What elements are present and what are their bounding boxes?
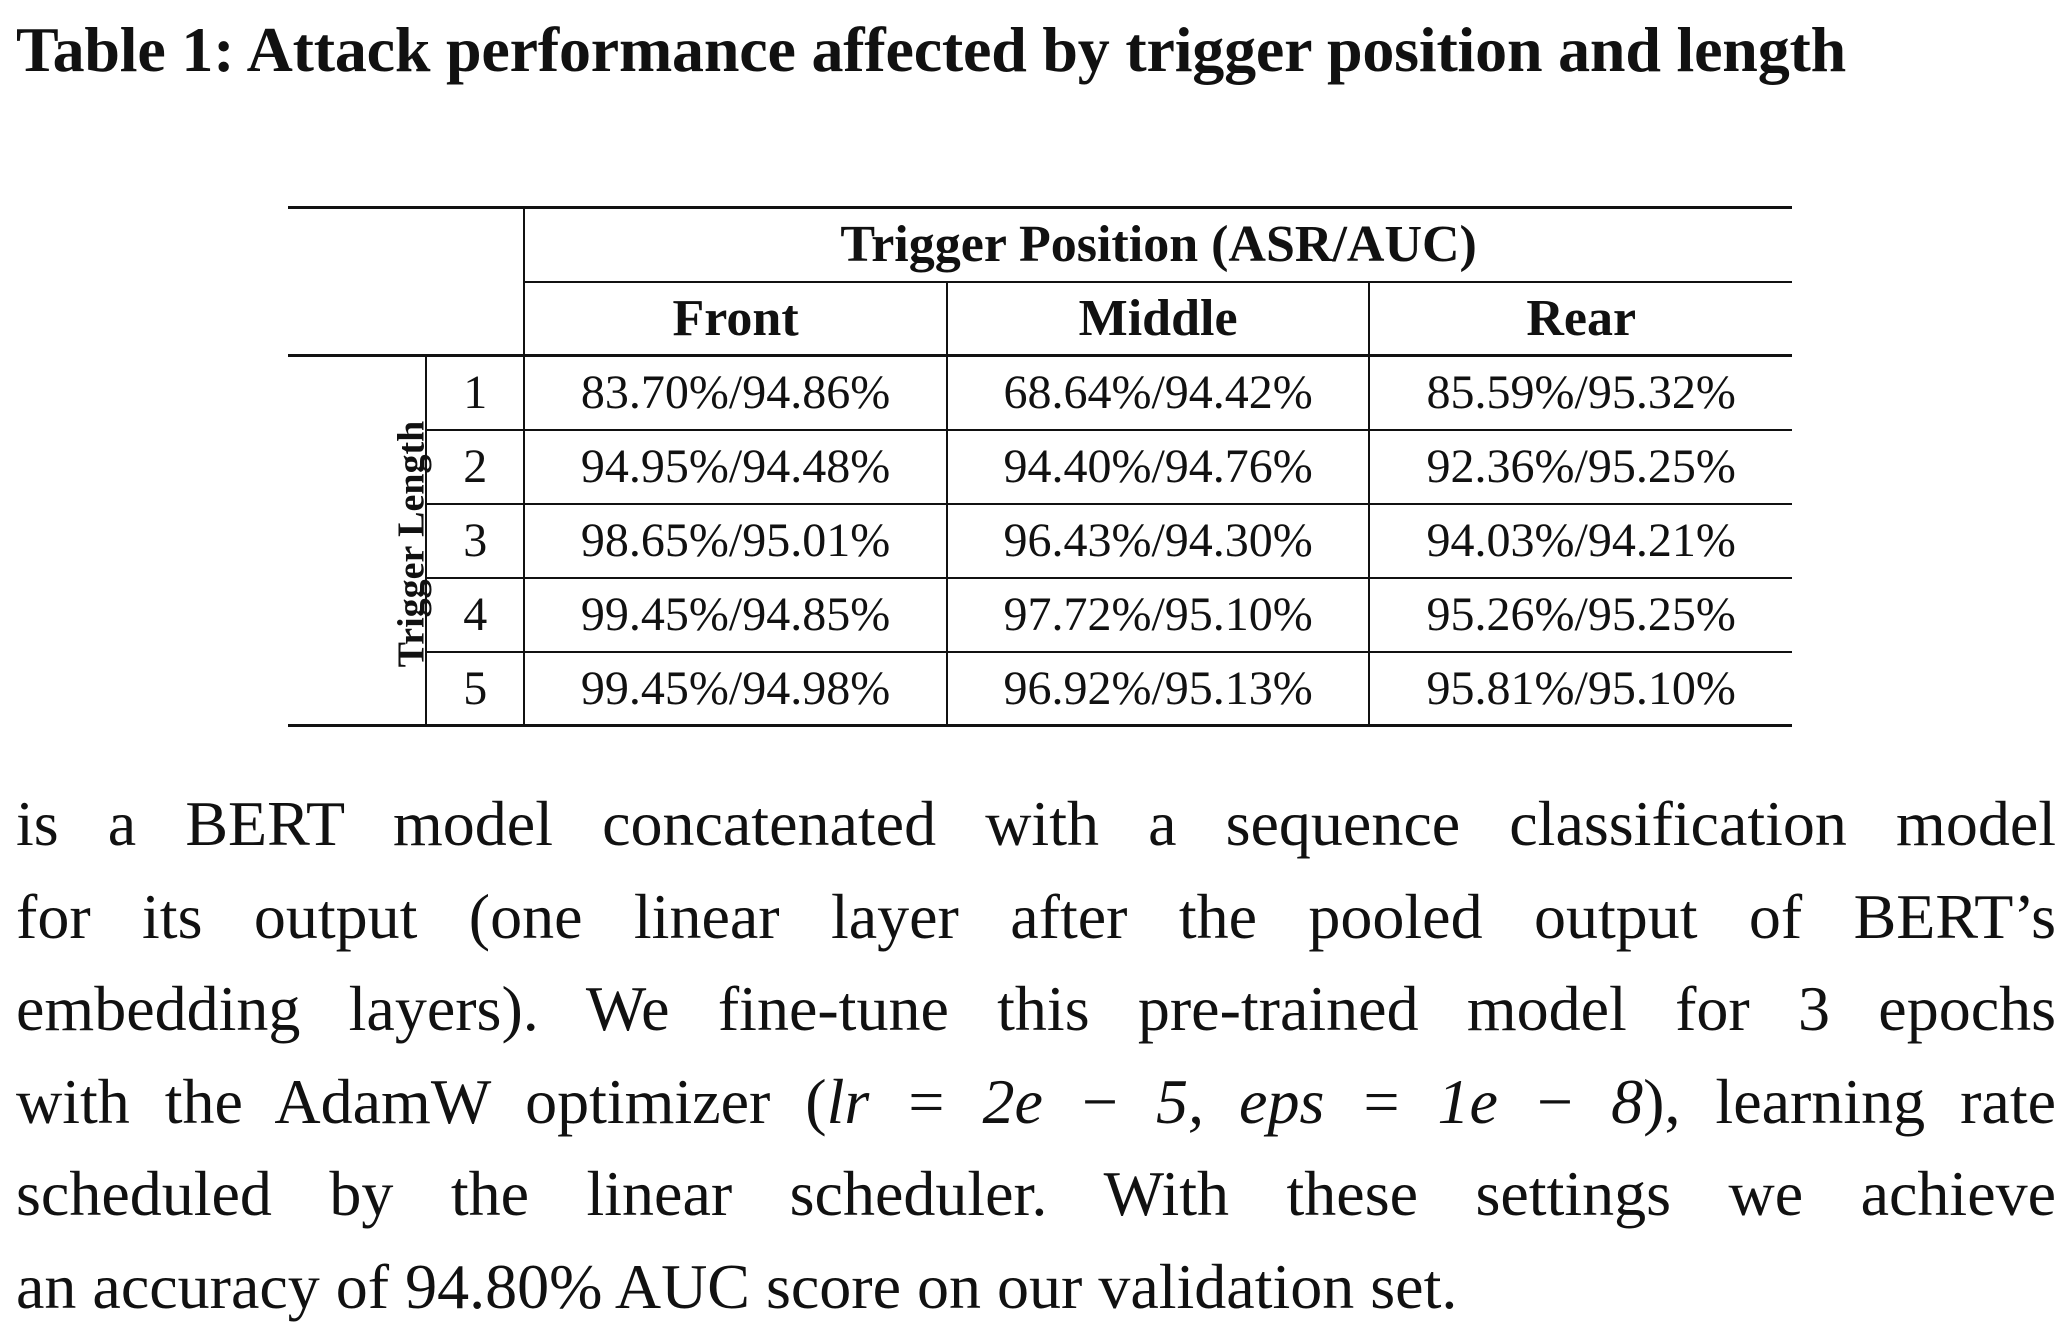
table-header-row-group: Trigger Position (ASR/AUC) bbox=[288, 206, 1792, 283]
header-corner-cell bbox=[288, 206, 525, 282]
body-line: embedding layers). We fine-tune this pre… bbox=[16, 973, 2056, 1044]
body-line: scheduled by the linear scheduler. With … bbox=[16, 1158, 2056, 1229]
cell-front: 99.45%/94.85% bbox=[523, 576, 947, 652]
trigger-length-value: 2 bbox=[425, 428, 525, 504]
cell-rear: 95.81%/95.10% bbox=[1368, 650, 1792, 727]
cell-middle: 97.72%/95.10% bbox=[945, 576, 1370, 652]
cell-front: 94.95%/94.48% bbox=[523, 428, 947, 504]
body-line: for its output (one linear layer after t… bbox=[16, 880, 2056, 952]
body-line: an accuracy of 94.80% AUC score on our v… bbox=[16, 1250, 1458, 1322]
table-row: 2 94.95%/94.48% 94.40%/94.76% 92.36%/95.… bbox=[288, 428, 1792, 504]
table-row: 4 99.45%/94.85% 97.72%/95.10% 95.26%/95.… bbox=[288, 576, 1792, 652]
cell-front: 83.70%/94.86% bbox=[523, 354, 947, 430]
body-line: is a BERT model concatenated with a sequ… bbox=[16, 788, 2056, 859]
cell-middle: 96.43%/94.30% bbox=[945, 502, 1370, 578]
cell-rear: 85.59%/95.32% bbox=[1368, 354, 1792, 430]
cell-rear: 95.26%/95.25% bbox=[1368, 576, 1792, 652]
body-line-with-math: with the AdamW optimizer (lr = 2e − 5, e… bbox=[16, 1056, 2056, 1149]
table-row: 5 99.45%/94.98% 96.92%/95.13% 95.81%/95.… bbox=[288, 650, 1792, 727]
table-header-row-columns: Front Middle Rear bbox=[288, 281, 1792, 356]
trigger-length-value: 3 bbox=[425, 502, 525, 578]
hyperparameter-expression: lr = 2e − 5, eps = 1e − 8 bbox=[826, 1065, 1644, 1137]
cell-front: 99.45%/94.98% bbox=[523, 650, 947, 727]
column-header-middle: Middle bbox=[945, 281, 1370, 356]
table-row: Trigger Length 1 83.70%/94.86% 68.64%/94… bbox=[288, 354, 1792, 727]
body-paragraph: is a BERT model concatenated with a sequ… bbox=[16, 778, 2056, 1333]
cell-middle: 68.64%/94.42% bbox=[945, 354, 1370, 430]
body-text-segment: ), learning rate bbox=[1643, 1065, 2057, 1137]
cell-middle: 94.40%/94.76% bbox=[945, 428, 1370, 504]
table-row: 3 98.65%/95.01% 96.43%/94.30% 94.03%/94.… bbox=[288, 502, 1792, 578]
row-axis-cell: Trigger Length bbox=[288, 354, 432, 727]
cell-front: 98.65%/95.01% bbox=[523, 502, 947, 578]
trigger-length-value: 5 bbox=[425, 650, 525, 727]
column-header-front: Front bbox=[523, 281, 947, 356]
trigger-length-value: 4 bbox=[425, 576, 525, 652]
trigger-length-value: 1 bbox=[425, 354, 525, 430]
trigger-length-label: Trigger Length bbox=[390, 420, 433, 668]
header-corner-cell-2 bbox=[288, 282, 524, 356]
column-header-rear: Rear bbox=[1368, 281, 1792, 356]
cell-rear: 94.03%/94.21% bbox=[1368, 502, 1792, 578]
table-caption: Table 1: Attack performance affected by … bbox=[16, 14, 1847, 85]
results-table: Trigger Position (ASR/AUC) Front Middle … bbox=[288, 206, 1792, 727]
body-text-segment: with the AdamW optimizer ( bbox=[16, 1065, 827, 1137]
cell-middle: 96.92%/95.13% bbox=[945, 650, 1370, 727]
trigger-position-header: Trigger Position (ASR/AUC) bbox=[523, 206, 1792, 283]
cell-rear: 92.36%/95.25% bbox=[1368, 428, 1792, 504]
